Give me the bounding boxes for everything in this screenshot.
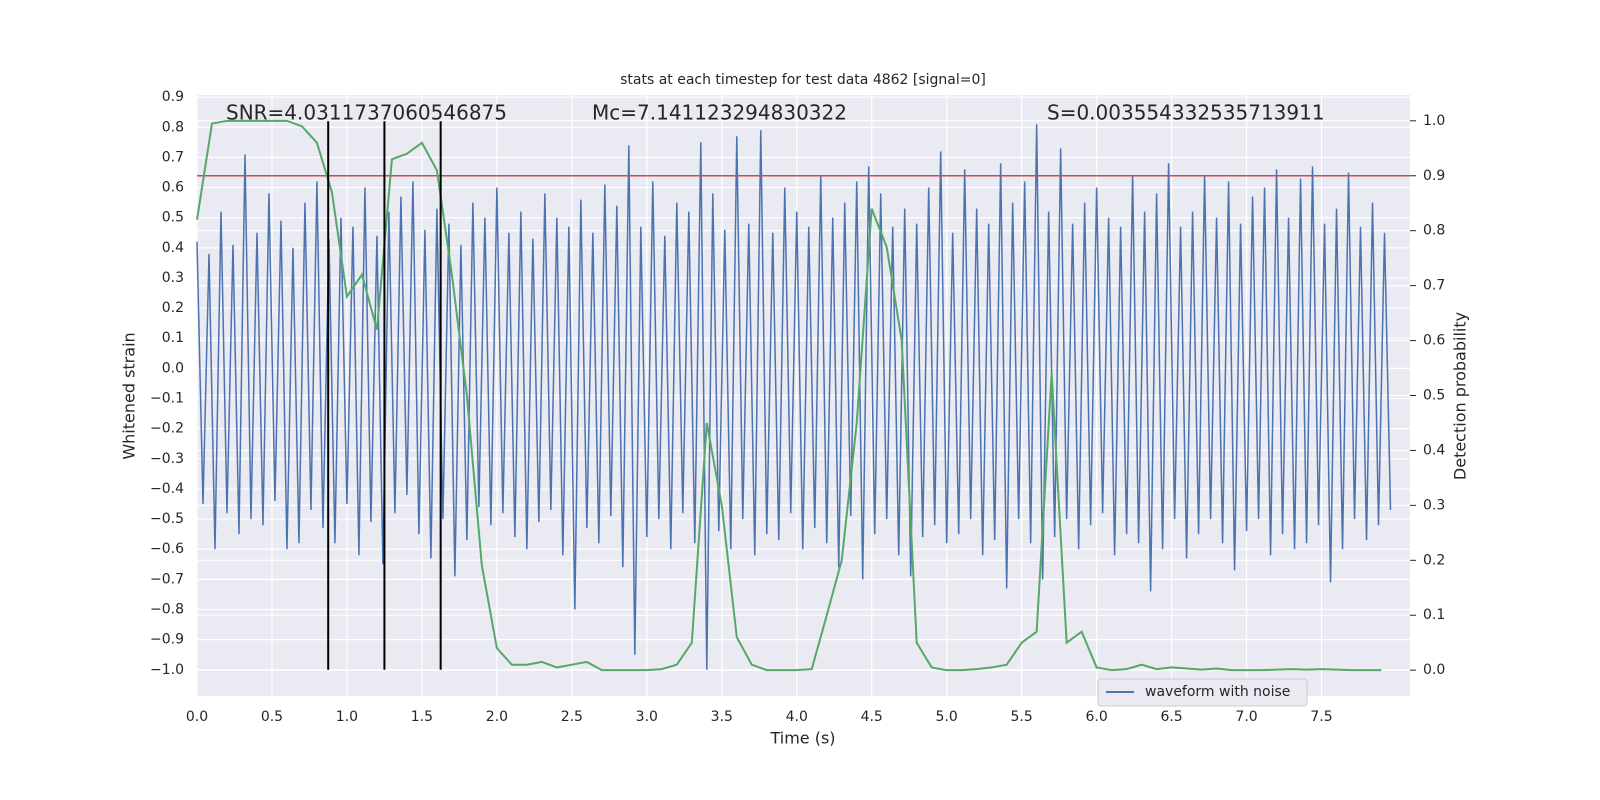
y2-tick-label: 0.6	[1423, 333, 1445, 349]
series-line	[196, 119, 1382, 672]
y-tick-label: 0.0	[162, 360, 184, 376]
y-tick-label: 0.9	[162, 89, 184, 105]
y2-tick-label: 0.0	[1423, 662, 1445, 678]
y-tick-label: −0.7	[150, 571, 184, 587]
y-tick-label: 0.4	[162, 240, 184, 256]
y-tick-label: 0.3	[162, 270, 184, 286]
y-tick-label: −0.1	[150, 391, 184, 407]
y-tick-label: −0.2	[150, 421, 184, 437]
y-tick-label: 0.5	[162, 210, 184, 226]
y2-tick-label: 1.0	[1423, 113, 1445, 129]
x-tick-label: 2.0	[486, 709, 508, 725]
y2-tick-label: 0.9	[1423, 168, 1445, 184]
x-tick-label: 7.5	[1310, 709, 1332, 725]
x-tick-label: 4.0	[786, 709, 808, 725]
legend-box	[1097, 678, 1308, 707]
y2-tick-label: 0.1	[1423, 607, 1445, 623]
y2-axis-label: Detection probability	[1451, 312, 1470, 480]
x-tick-label: 6.0	[1085, 709, 1107, 725]
marks	[196, 119, 1410, 672]
y-tick-label: −0.4	[150, 481, 184, 497]
x-tick-label: 7.0	[1235, 709, 1257, 725]
y2-tick-label: 0.4	[1423, 442, 1445, 458]
x-tick-label: 0.5	[261, 709, 283, 725]
y2-tick-label: 0.8	[1423, 223, 1445, 239]
annotation: S=0.003554332535713911	[1047, 101, 1325, 125]
y-tick-label: 0.2	[162, 300, 184, 316]
chart-title: stats at each timestep for test data 486…	[620, 72, 986, 88]
y2-tick-label: 0.3	[1423, 497, 1445, 513]
series-line	[196, 124, 1392, 670]
y2-tick-label: 0.7	[1423, 278, 1445, 294]
x-tick-label: 4.5	[861, 709, 883, 725]
y-tick-label: −0.8	[150, 601, 184, 617]
y-tick-label: −0.3	[150, 451, 184, 467]
y-tick-label: 0.1	[162, 330, 184, 346]
annotation: Mc=7.141123294830322	[592, 101, 847, 125]
y-tick-label: 0.6	[162, 180, 184, 196]
y2-tick-label: 0.5	[1423, 388, 1445, 404]
x-tick-label: 3.0	[636, 709, 658, 725]
y-tick-label: 0.8	[162, 119, 184, 135]
x-tick-label: 6.5	[1160, 709, 1182, 725]
x-axis-label: Time (s)	[769, 729, 835, 748]
x-tick-label: 2.5	[561, 709, 583, 725]
y-tick-label: −0.5	[150, 511, 184, 527]
y-tick-label: 0.7	[162, 149, 184, 165]
x-tick-label: 3.5	[711, 709, 733, 725]
y-tick-label: −0.9	[150, 632, 184, 648]
y-tick-label: −1.0	[150, 662, 184, 678]
y2-tick-label: 0.2	[1423, 552, 1445, 568]
x-tick-label: 5.0	[936, 709, 958, 725]
x-tick-label: 5.5	[1011, 709, 1033, 725]
x-tick-label: 1.5	[411, 709, 433, 725]
annotation: SNR=4.0311737060546875	[226, 101, 507, 125]
labels: 0.0 0.5 1.0 1.5 2.0 2.5 3.0 3.5 4.0 4.5 5.0 5.5 6.0 6…	[150, 89, 1445, 725]
y-axis-label: Whitened strain	[120, 332, 139, 459]
legend-label: waveform with noise	[1145, 684, 1290, 700]
x-tick-label: 1.0	[336, 709, 358, 725]
x-tick-label: 0.0	[186, 709, 208, 725]
y-tick-label: −0.6	[150, 541, 184, 557]
